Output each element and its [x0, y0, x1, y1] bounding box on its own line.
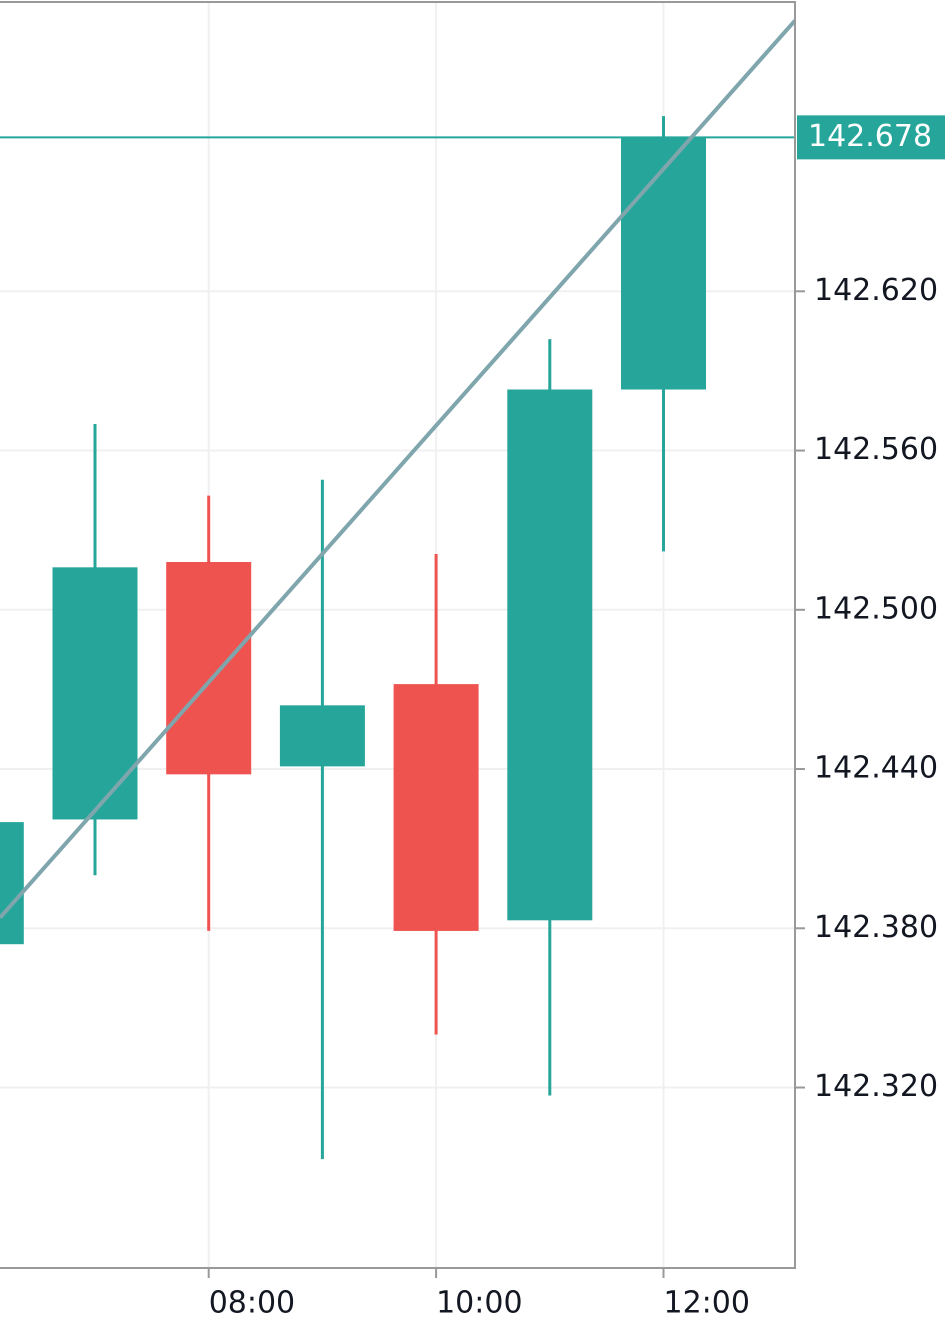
x-tick-label: 12:00	[664, 1286, 750, 1321]
candle-body	[621, 137, 706, 390]
y-tick-label: 142.320	[814, 1069, 938, 1104]
trend-line	[0, 19, 797, 919]
candle-body	[166, 562, 252, 775]
axis-border	[0, 1, 796, 1269]
candle-body	[393, 684, 479, 931]
candle-body	[52, 567, 138, 820]
y-tick-label: 142.440	[814, 751, 938, 786]
y-tick-label: 142.560	[814, 432, 938, 467]
last-price-box	[797, 115, 945, 160]
last-price-label: 142.678	[808, 119, 932, 154]
candle-body	[279, 705, 365, 767]
y-tick-label: 142.380	[814, 910, 938, 945]
x-tick-label: 10:00	[436, 1286, 522, 1321]
candle-body	[507, 389, 593, 921]
y-tick-label: 142.620	[814, 273, 938, 308]
y-tick-label: 142.500	[814, 591, 938, 626]
candle-body	[0, 822, 24, 945]
x-tick-label: 08:00	[209, 1286, 295, 1321]
